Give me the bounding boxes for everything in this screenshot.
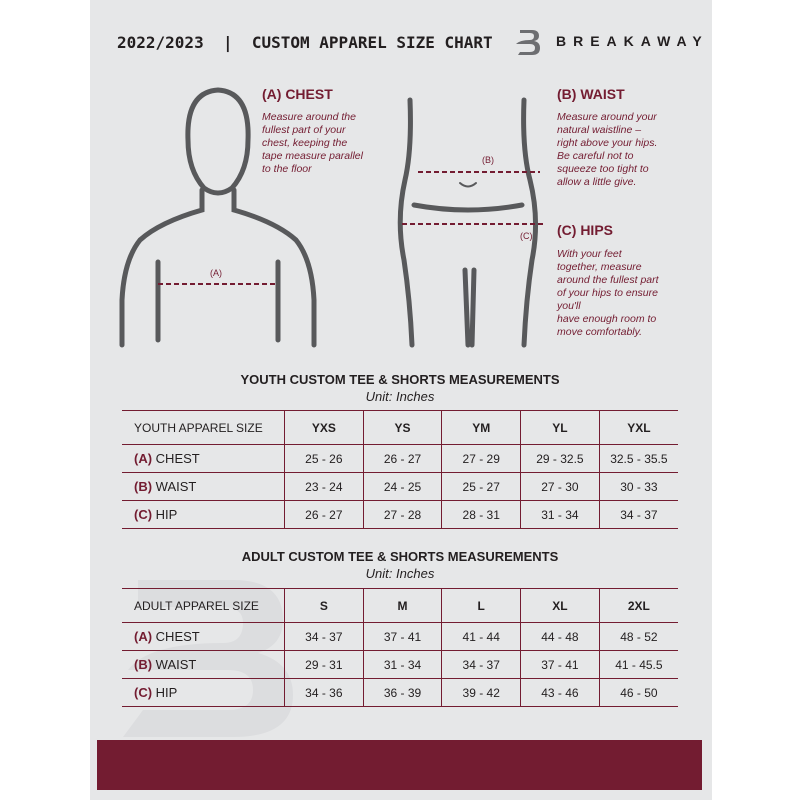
measurement-label: (A) CHEST [122,622,285,651]
hips-heading: (C) HIPS [557,222,613,238]
size-header: YXL [598,410,678,445]
table-row: (A) CHEST 25 - 26 26 - 27 27 - 29 29 - 32.5 3… [122,444,678,473]
size-header: 2XL [598,588,678,623]
measurement-label: (A) CHEST [122,444,285,473]
size-header: M [362,588,442,623]
table-cell: 28 - 31 [441,500,521,529]
size-header: YS [362,410,442,445]
size-header: YM [441,410,521,445]
measurement-code: (A) [134,629,153,644]
measurement-code: (C) [134,685,153,700]
chest-description: Measure around the fullest part of your … [262,111,363,175]
adult-table-title: ADULT CUSTOM TEE & SHORTS MEASUREMENTS [241,549,559,564]
youth-table-unit: Unit: Inches [365,389,435,404]
page-title: 2022/2023 | CUSTOM APPAREL SIZE CHART [117,33,493,52]
table-cell: 48 - 52 [598,622,678,651]
table-cell: 41 - 44 [441,622,521,651]
measurement-code: (B) [134,657,153,672]
table-row: (C) HIP 26 - 27 27 - 28 28 - 31 31 - 34 34 - … [122,500,678,529]
table-header-row: ADULT APPAREL SIZE S M L XL 2XL [122,588,678,623]
measurement-label: (B) WAIST [122,650,285,679]
table-cell: 30 - 33 [598,472,678,501]
measurement-name: CHEST [155,629,200,644]
table-cell: 25 - 27 [441,472,521,501]
chest-heading: (A) CHEST [262,86,333,102]
table-cell: 34 - 37 [441,650,521,679]
table-cell: 32.5 - 35.5 [598,444,678,473]
table-cell: 31 - 34 [362,650,442,679]
table-cell: 44 - 48 [520,622,600,651]
measurement-name: WAIST [155,479,197,494]
measurement-label: (B) WAIST [122,472,285,501]
adult-size-table: ADULT APPAREL SIZE S M L XL 2XL (A) CHEST 34 - … [122,588,678,707]
table-cell: 39 - 42 [441,678,521,707]
table-cell: 25 - 26 [284,444,364,473]
waist-description: Measure around your natural waistline – … [557,111,658,188]
size-header: XL [520,588,600,623]
measurement-code: (A) [134,451,153,466]
table-cell: 26 - 27 [362,444,442,473]
table-cell: 34 - 37 [598,500,678,529]
hip-marker: (C) [520,231,533,241]
table-cell: 43 - 46 [520,678,600,707]
size-header: L [441,588,521,623]
table-cell: 27 - 29 [441,444,521,473]
table-cell: 27 - 30 [520,472,600,501]
table-cell: 26 - 27 [284,500,364,529]
table-row: (B) WAIST 23 - 24 24 - 25 25 - 27 27 - 30 30 … [122,472,678,501]
table-cell: 27 - 28 [362,500,442,529]
table-cell: 37 - 41 [362,622,442,651]
adult-table-unit: Unit: Inches [365,566,435,581]
lower-body-figure [397,97,539,348]
table-cell: 24 - 25 [362,472,442,501]
table-cell: 41 - 45.5 [598,650,678,679]
footer-bar [97,740,702,790]
table-cell: 23 - 24 [284,472,364,501]
table-row: (C) HIP 34 - 36 36 - 39 39 - 42 43 - 46 46 - … [122,678,678,707]
brand-name: BREAKAWAY [556,33,709,49]
waist-heading: (B) WAIST [557,86,625,102]
youth-table-title: YOUTH CUSTOM TEE & SHORTS MEASUREMENTS [240,372,560,387]
table-cell: 36 - 39 [362,678,442,707]
hips-description: With your feet together, measure around … [557,248,659,338]
table-cell: 31 - 34 [520,500,600,529]
table-cell: 29 - 31 [284,650,364,679]
youth-size-table: YOUTH APPAREL SIZE YXS YS YM YL YXL (A) CHEST 2… [122,410,678,529]
table-cell: 34 - 37 [284,622,364,651]
body-measurement-illustrations: (A) (B) (C) [119,87,546,348]
table-cell: 46 - 50 [598,678,678,707]
size-header: YL [520,410,600,445]
table-row: (A) CHEST 34 - 37 37 - 41 41 - 44 44 - 48 48 … [122,622,678,651]
upper-body-figure [119,87,317,348]
size-header: YXS [284,410,364,445]
measurement-label: (C) HIP [122,500,285,529]
measurement-name: HIP [155,507,178,522]
measurement-label: (C) HIP [122,678,285,707]
measurement-code: (C) [134,507,153,522]
chest-marker: (A) [210,268,222,278]
table-cell: 37 - 41 [520,650,600,679]
table-cell: 29 - 32.5 [520,444,600,473]
waist-marker: (B) [482,155,494,165]
measurement-name: CHEST [155,451,200,466]
breakaway-logo-icon [516,30,540,55]
size-label: YOUTH APPAREL SIZE [122,410,285,445]
table-cell: 34 - 36 [284,678,364,707]
measurement-name: HIP [155,685,178,700]
size-header: S [284,588,364,623]
table-row: (B) WAIST 29 - 31 31 - 34 34 - 37 37 - 41 41 … [122,650,678,679]
size-label: ADULT APPAREL SIZE [122,588,285,623]
measurement-name: WAIST [155,657,197,672]
table-header-row: YOUTH APPAREL SIZE YXS YS YM YL YXL [122,410,678,445]
measurement-code: (B) [134,479,153,494]
